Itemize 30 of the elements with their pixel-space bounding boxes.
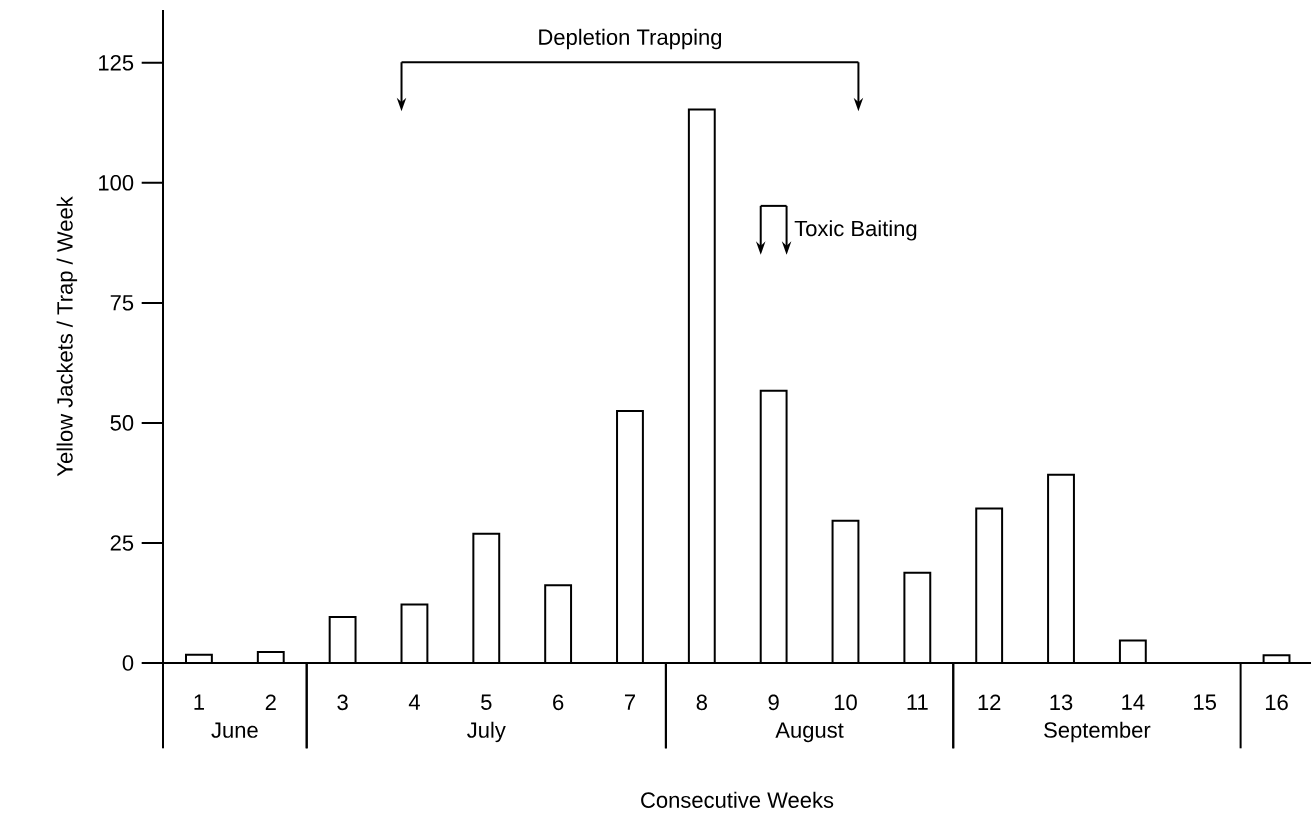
x-tick-label: 8	[696, 694, 707, 711]
text: August	[775, 722, 844, 743]
text: September	[1044, 721, 1151, 743]
x-tick-label: 3	[337, 694, 348, 711]
x-tick-label: 4	[408, 694, 420, 710]
x-tick-label: 9	[768, 694, 779, 711]
x-tick-label: 7	[624, 694, 635, 710]
x-tick-label: 5	[481, 694, 492, 710]
y-tick-label: 75	[110, 295, 134, 311]
x-tick-label: 10	[834, 694, 857, 711]
x-tick-label: 11	[907, 694, 928, 710]
x-tick-label: 13	[1050, 694, 1073, 711]
x-tick-label: 2	[265, 694, 276, 710]
x-tick-label: 14	[1122, 694, 1145, 710]
x-tick-label: 12	[978, 694, 1001, 710]
x-tick-label: 16	[1265, 694, 1288, 711]
text: July	[467, 721, 506, 743]
y-tick-label: 125	[99, 54, 134, 71]
text: June	[211, 722, 258, 738]
x-tick-label: 1	[194, 694, 204, 710]
y-tick-label: 25	[110, 535, 134, 551]
y-axis-title: Yellow Jackets / Trap / Week	[56, 196, 78, 477]
y-tick-label: 100	[99, 174, 134, 191]
y-tick-label: 0	[122, 655, 134, 671]
annotation: Depletion Trapping	[539, 28, 722, 50]
y-tick-label: 50	[110, 414, 134, 431]
x-tick-label: 6	[553, 694, 564, 711]
x-tick-label: 15	[1194, 694, 1216, 710]
x-axis-title: Consecutive Weeks	[641, 791, 834, 808]
annotation: Toxic Baiting	[794, 220, 917, 241]
